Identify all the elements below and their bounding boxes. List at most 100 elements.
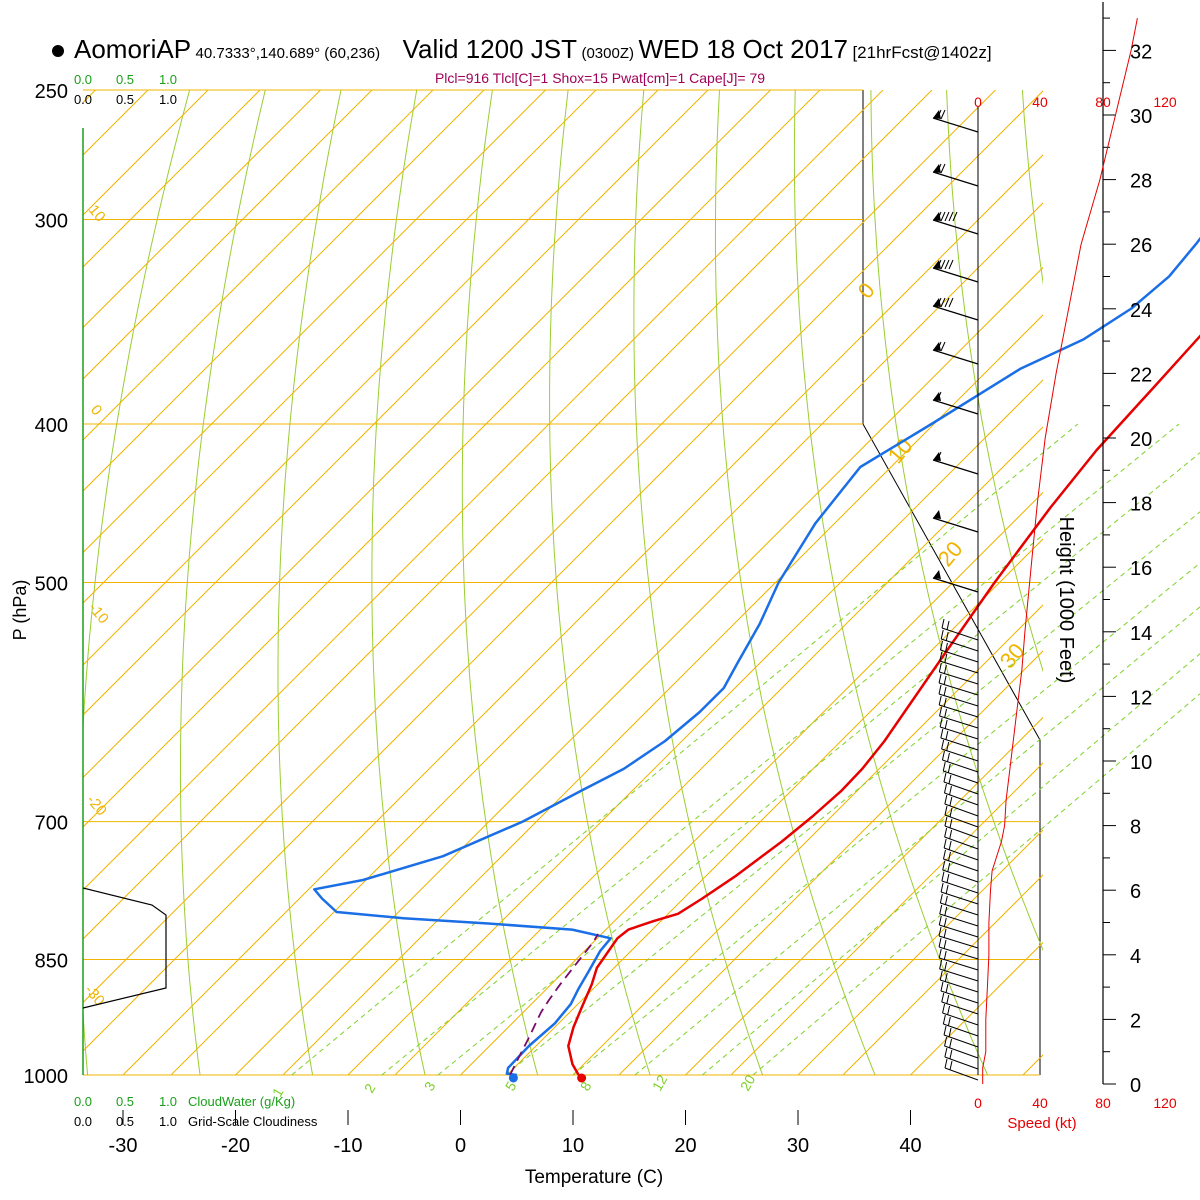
mixing-ratio-line [505,511,1200,1076]
wind-barb-feather [944,972,948,983]
wind-barb-feather [944,961,948,972]
wind-barb-feather [944,1036,948,1047]
dry-adiabat-line [1021,90,1043,286]
sounding-series [313,236,1200,1083]
height-tick-label: 28 [1130,171,1152,193]
dry-adiabat-line [277,90,342,1075]
wind-barb-feather [941,992,945,1003]
dry-adiabat-line [714,90,876,1075]
wind-barb-feather [936,391,942,402]
mixing-ratio-label: 3 [421,1079,439,1094]
wind-barb-feather [938,937,942,948]
wind-barb [932,517,979,533]
wind-barb-feather [944,794,948,805]
dry-adiabat-line [1174,90,1200,1075]
valid-time: Valid 1200 JST [402,34,578,64]
pressure-tick-label: 250 [35,81,68,103]
wind-barb-feather [942,1014,946,1025]
height-tick-label: 26 [1130,235,1152,257]
dry-adiabat-line [461,90,539,1075]
wind-barb [944,1045,979,1059]
isotherm-label: 0 [853,278,880,303]
wind-barb-pennant [933,164,941,173]
height-tick-label: 14 [1130,623,1152,645]
wind-barb-feather [943,838,947,849]
wind-barb [943,847,979,861]
pressure-axis: 250 300 400 500 700 850 1000 P (hPa) [10,81,68,1088]
wind-barb-feather [940,109,946,120]
saturation-adiabat-line [83,90,373,380]
speed-tick-top: 40 [1032,94,1048,110]
wind-barb-feather [942,1003,946,1014]
wind-barb [938,935,979,949]
isotherm-line [572,604,1043,1075]
wind-barb-feather [940,341,946,352]
wind-barb [938,693,979,707]
height-tick-label: 18 [1130,494,1152,516]
wind-barb-feather [939,717,943,728]
isotherm-line [83,90,546,554]
dry-adiabat-line [549,90,651,1075]
wind-barb [940,902,979,916]
wind-barb-feather [945,884,949,895]
speed-tick-bottom: 120 [1153,1095,1177,1111]
x-tick-label: 40 [899,1135,921,1157]
x-tick-label: 20 [674,1135,696,1157]
wind-barb-feather [944,211,950,222]
wind-barb-feather [946,873,950,884]
forecast-run: [21hrFcst@1402z] [852,43,992,62]
wind-barb-feather [938,948,942,959]
height-tick-label: 12 [1130,687,1152,709]
wind-barb-feather [944,653,948,664]
chart-header: AomoriAP 40.7333°,140.689° (60,236) Vali… [52,34,992,65]
height-tick-label: 22 [1130,364,1152,386]
saturation-adiabat-line [730,762,1043,1075]
wind-barb [939,726,979,740]
wind-barb-feather [941,871,945,882]
saturation-adiabat-line [842,874,1043,1075]
speed-tick-bottom: 40 [1032,1095,1048,1111]
mixing-ratio-label: 20 [737,1072,759,1094]
wind-barb-pennant [933,110,941,119]
wind-barb [941,638,979,652]
wind-barb [941,748,979,762]
saturation-adiabat-line [83,90,261,268]
wind-barb [939,715,979,729]
wind-barb [944,825,979,839]
wind-barb-feather [943,675,947,686]
wind-barb [932,399,979,415]
cloudwater-label: CloudWater (g/Kg) [188,1094,295,1109]
wind-barb [940,979,979,993]
station-marker-icon [52,44,64,57]
wind-barb-feather [936,297,942,308]
wind-barb-feather [938,662,942,673]
wind-barb-feather [948,1027,952,1038]
wind-barb [939,957,979,971]
wind-barb-feather [939,651,943,662]
pressure-tick-label: 400 [35,415,68,437]
wind-barb-feather [941,618,945,629]
x-tick-label: -30 [109,1135,138,1157]
isotherm-line [83,90,321,329]
isotherm-line [685,716,1043,1075]
wind-barb-feather [940,629,944,640]
wind-barb-feather [945,730,949,741]
wind-barb-feather [940,728,944,739]
frame-slant [862,423,1041,741]
wind-barb-feather [944,708,948,719]
wind-barb-feather [949,1060,953,1071]
wind-barb-feather [942,849,946,860]
cloudiness-profile [82,887,167,1009]
pressure-tick-label: 300 [35,211,68,233]
height-tick-label: 24 [1130,300,1152,322]
wind-barb-feather [944,895,948,906]
wind-barb-feather [940,297,946,308]
height-tick-label: 20 [1130,429,1152,451]
cloudiness-scale-bottom: 0.5 [116,1114,134,1129]
wind-barb-feather [949,1038,953,1049]
surface-dewpoint-marker [508,1073,518,1083]
wind-barb-feather [938,915,942,926]
height-tick-label: 32 [1130,41,1152,63]
